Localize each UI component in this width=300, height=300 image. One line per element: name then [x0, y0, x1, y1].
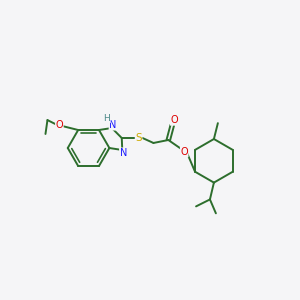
Text: O: O	[56, 120, 63, 130]
Text: S: S	[135, 133, 142, 143]
Text: N: N	[120, 148, 127, 158]
Text: N: N	[109, 120, 116, 130]
Text: O: O	[170, 115, 178, 125]
Text: O: O	[180, 147, 188, 157]
Text: H: H	[103, 114, 110, 123]
